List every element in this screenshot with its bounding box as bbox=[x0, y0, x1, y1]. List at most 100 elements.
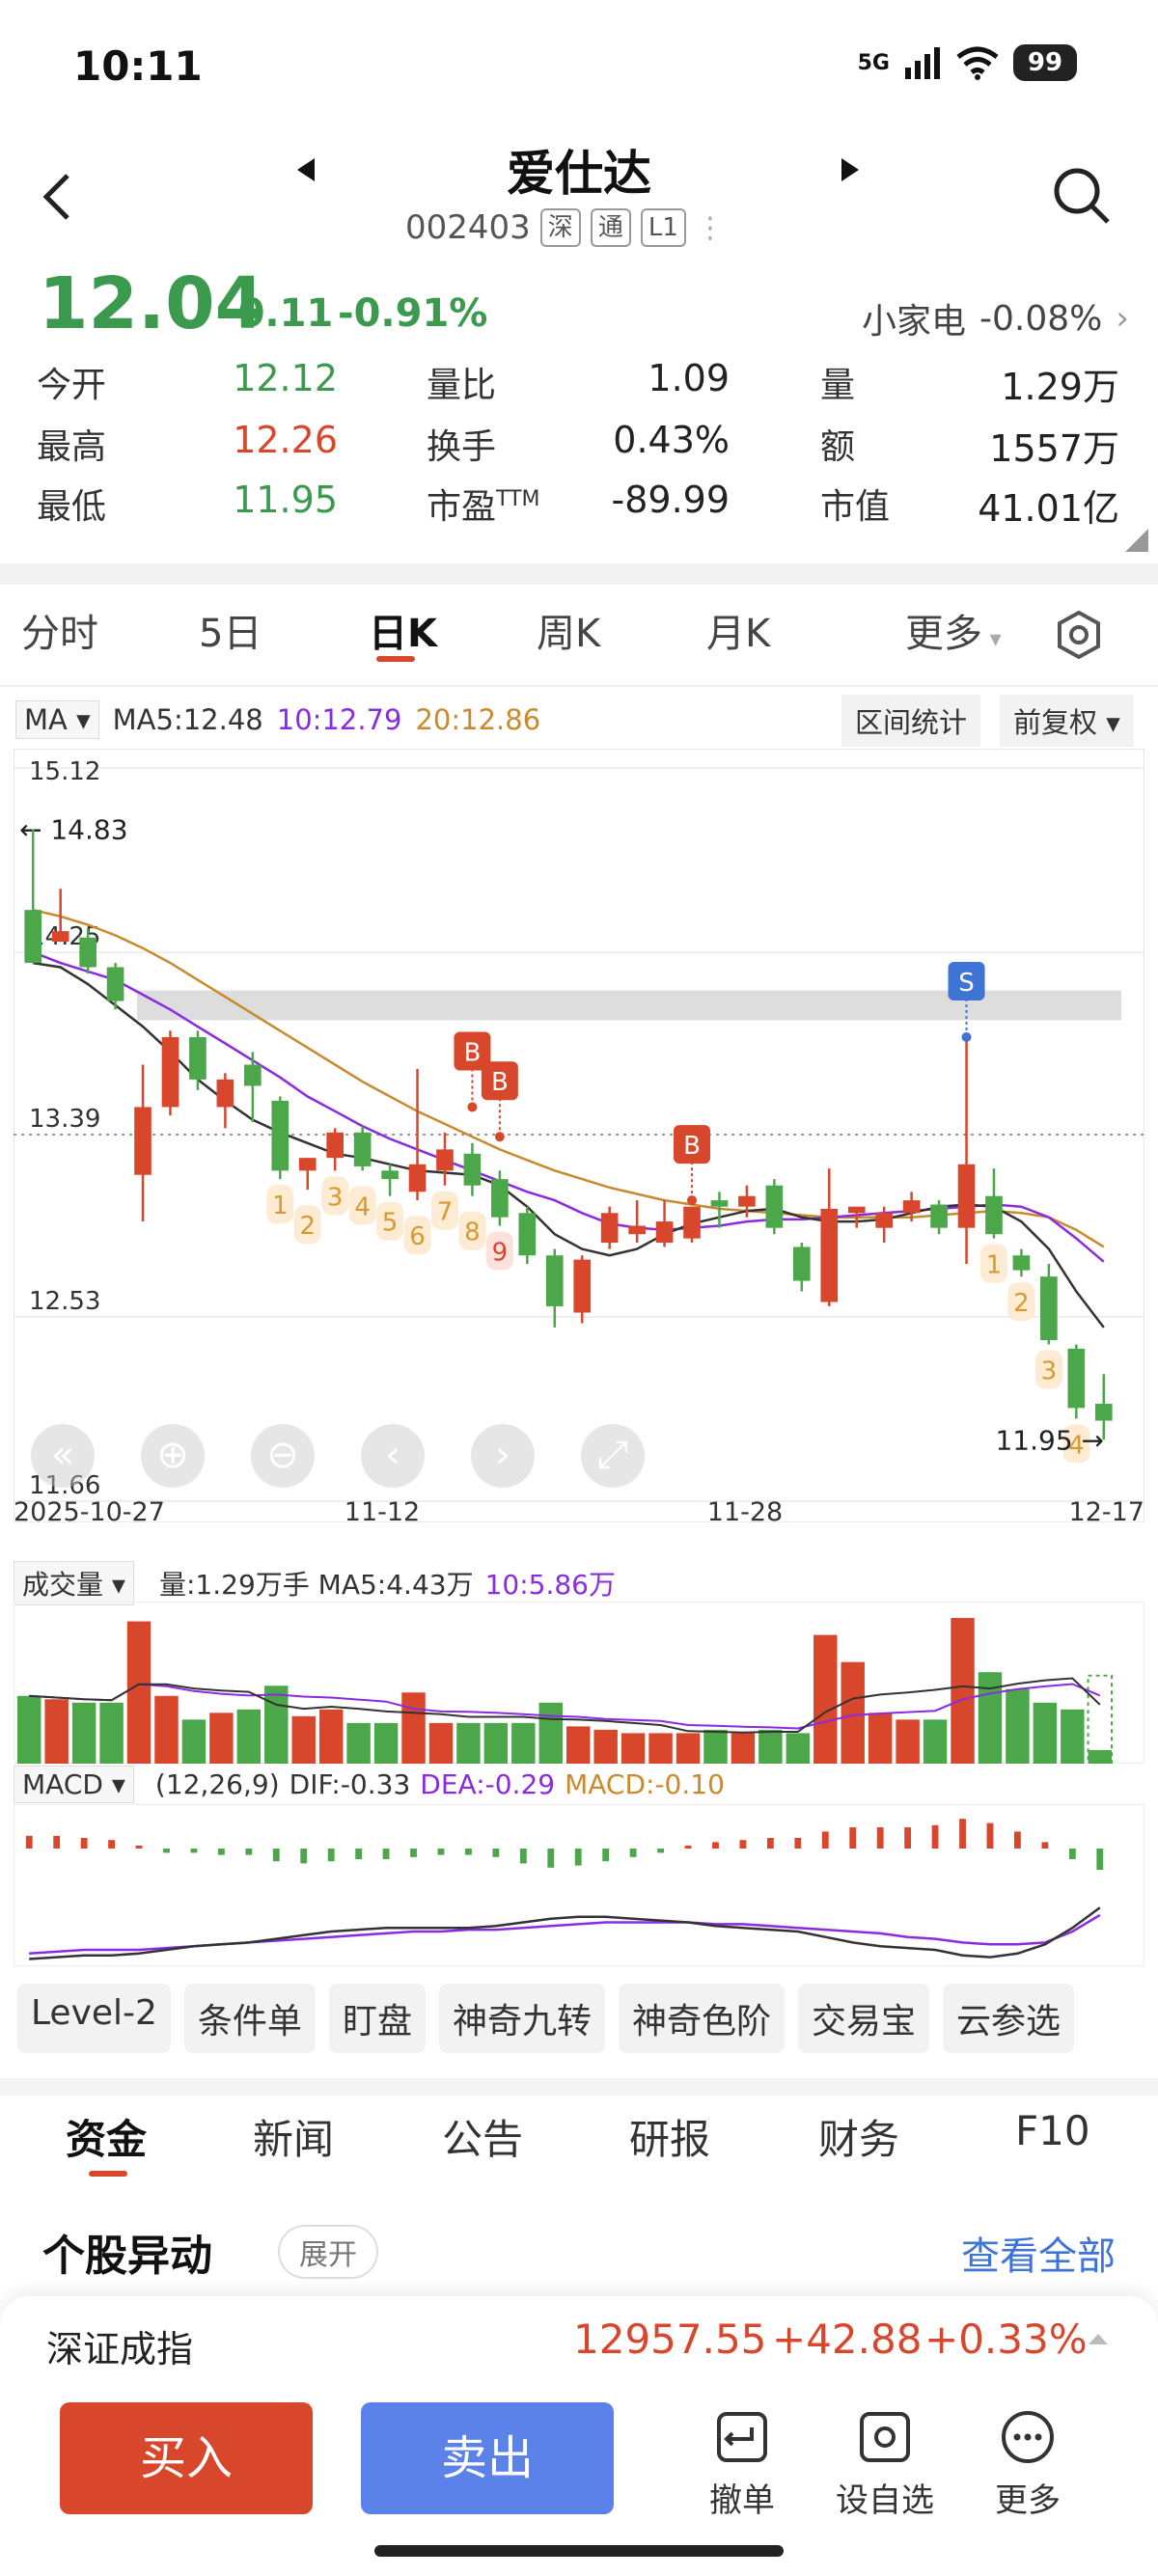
news-tab[interactable]: 新闻 bbox=[253, 2116, 335, 2163]
volume-bar bbox=[209, 1713, 234, 1764]
candle-body[interactable] bbox=[628, 1225, 646, 1235]
candle-body[interactable] bbox=[353, 1132, 372, 1166]
settings-icon[interactable] bbox=[1054, 610, 1104, 660]
candle-body[interactable] bbox=[710, 1200, 729, 1207]
chart-tab[interactable]: 5日 bbox=[199, 612, 262, 656]
candle-body[interactable] bbox=[793, 1247, 811, 1281]
candle-body[interactable] bbox=[683, 1206, 701, 1239]
candle-body[interactable] bbox=[1067, 1348, 1086, 1409]
buy-signal-badge[interactable] bbox=[674, 1125, 711, 1165]
candle-body[interactable] bbox=[79, 937, 96, 968]
candle-body[interactable] bbox=[244, 1064, 262, 1086]
candle-body[interactable] bbox=[820, 1208, 839, 1302]
candle-body[interactable] bbox=[271, 1100, 290, 1171]
candle-body[interactable] bbox=[51, 931, 69, 943]
candle-body[interactable] bbox=[298, 1158, 317, 1171]
candle-body[interactable] bbox=[24, 910, 42, 964]
candle-body[interactable] bbox=[463, 1153, 482, 1186]
back-icon[interactable] bbox=[39, 172, 77, 222]
cancel-order-button[interactable]: 撤单 bbox=[679, 2408, 805, 2521]
news-tab[interactable]: 资金 bbox=[66, 2116, 148, 2163]
candle-body[interactable] bbox=[765, 1185, 784, 1228]
ma5-value: MA5:12.48 bbox=[112, 703, 263, 736]
collapse-corner-icon[interactable] bbox=[1125, 529, 1148, 552]
macd-bar bbox=[245, 1849, 253, 1855]
candle-body[interactable] bbox=[134, 1107, 152, 1175]
chart-tab[interactable]: 周K bbox=[537, 612, 601, 656]
fullscreen-icon[interactable]: ⤢ bbox=[581, 1424, 645, 1488]
fast-back-icon[interactable]: « bbox=[31, 1424, 95, 1488]
feature-tag[interactable]: 云参选 bbox=[943, 1984, 1075, 2053]
volume-bar bbox=[99, 1702, 124, 1764]
candle-body[interactable] bbox=[655, 1221, 674, 1244]
caret-up-icon[interactable] bbox=[1087, 2331, 1110, 2346]
feature-tag[interactable]: 盯盘 bbox=[328, 1984, 426, 2053]
candle-body[interactable] bbox=[875, 1213, 893, 1228]
candle-body[interactable] bbox=[847, 1206, 866, 1214]
candle-body[interactable] bbox=[161, 1036, 179, 1108]
candle-body[interactable] bbox=[1012, 1255, 1031, 1271]
chart-tab[interactable]: 日K bbox=[369, 612, 437, 656]
feature-tag[interactable]: 神奇九转 bbox=[438, 1984, 605, 2053]
candle-body[interactable] bbox=[738, 1195, 756, 1207]
buy-signal-badge[interactable] bbox=[454, 1031, 491, 1071]
prev-stock-icon[interactable] bbox=[293, 156, 318, 183]
candle-body[interactable] bbox=[326, 1132, 344, 1159]
macd-bar bbox=[108, 1840, 115, 1849]
candle-body[interactable] bbox=[436, 1149, 454, 1171]
candle-body[interactable] bbox=[545, 1255, 564, 1306]
candle-body[interactable] bbox=[381, 1170, 399, 1180]
chart-tab[interactable]: 月K bbox=[706, 612, 771, 656]
more-dots-icon[interactable]: ⋮ bbox=[695, 210, 725, 245]
candle-body[interactable] bbox=[957, 1164, 976, 1228]
zoom-out-icon[interactable]: ⊖ bbox=[251, 1424, 315, 1488]
candle-body[interactable] bbox=[216, 1079, 234, 1108]
status-time: 10:11 bbox=[73, 42, 203, 90]
expand-button[interactable]: 展开 bbox=[278, 2225, 378, 2279]
candle-body[interactable] bbox=[1040, 1276, 1058, 1341]
search-icon[interactable] bbox=[1052, 166, 1112, 226]
feature-tag[interactable]: 神奇色阶 bbox=[618, 1984, 785, 2053]
nine-count-badge bbox=[321, 1176, 349, 1216]
candle-body[interactable] bbox=[930, 1204, 948, 1228]
sell-button[interactable]: 卖出 bbox=[361, 2402, 614, 2514]
buy-signal-dot bbox=[494, 1132, 505, 1142]
see-all-link[interactable]: 查看全部 bbox=[961, 2234, 1116, 2279]
candle-body[interactable] bbox=[985, 1195, 1003, 1235]
news-tab[interactable]: F10 bbox=[1015, 2107, 1090, 2154]
candle-body[interactable] bbox=[902, 1200, 921, 1214]
adjust-button[interactable]: 前复权 ▾ bbox=[1000, 695, 1134, 747]
candle-body[interactable] bbox=[600, 1213, 619, 1244]
candle-body[interactable] bbox=[1094, 1403, 1113, 1421]
zoom-in-icon[interactable]: ⊕ bbox=[141, 1424, 205, 1488]
buy-button[interactable]: 买入 bbox=[60, 2402, 313, 2514]
next-icon[interactable]: › bbox=[471, 1424, 535, 1488]
more-button[interactable]: 更多 bbox=[965, 2408, 1090, 2521]
candle-body[interactable] bbox=[518, 1213, 537, 1256]
index-name[interactable]: 深证成指 bbox=[46, 2328, 194, 2370]
sell-signal-badge[interactable] bbox=[948, 961, 985, 1000]
feature-tag[interactable]: 交易宝 bbox=[797, 1984, 929, 2053]
tab-more[interactable]: 更多 ▾ bbox=[905, 602, 1002, 658]
news-tab[interactable]: 公告 bbox=[442, 2116, 524, 2163]
next-stock-icon[interactable] bbox=[838, 156, 863, 183]
volume-selector[interactable]: 成交量 ▾ bbox=[14, 1561, 134, 1605]
feature-tag[interactable]: Level-2 bbox=[17, 1984, 171, 2053]
buy-signal-badge[interactable] bbox=[481, 1061, 518, 1101]
candle-body[interactable] bbox=[408, 1164, 427, 1192]
range-stats-button[interactable]: 区间统计 bbox=[841, 695, 981, 747]
news-tab[interactable]: 研报 bbox=[629, 2116, 711, 2163]
chart-tab[interactable]: 分时 bbox=[21, 612, 98, 656]
feature-tag[interactable]: 条件单 bbox=[183, 1984, 316, 2053]
candle-body[interactable] bbox=[106, 967, 124, 1001]
prev-icon[interactable]: ‹ bbox=[361, 1424, 425, 1488]
news-tab[interactable]: 财务 bbox=[818, 2116, 900, 2163]
add-watchlist-button[interactable]: 设自选 bbox=[822, 2408, 948, 2521]
macd-selector[interactable]: MACD ▾ bbox=[14, 1766, 134, 1803]
candle-body[interactable] bbox=[189, 1036, 207, 1080]
ma-selector[interactable]: MA ▾ bbox=[15, 700, 99, 739]
candle-body[interactable] bbox=[573, 1259, 592, 1313]
candle-body[interactable] bbox=[491, 1179, 509, 1218]
sector-link[interactable]: 小家电 -0.08% › bbox=[862, 293, 1129, 343]
